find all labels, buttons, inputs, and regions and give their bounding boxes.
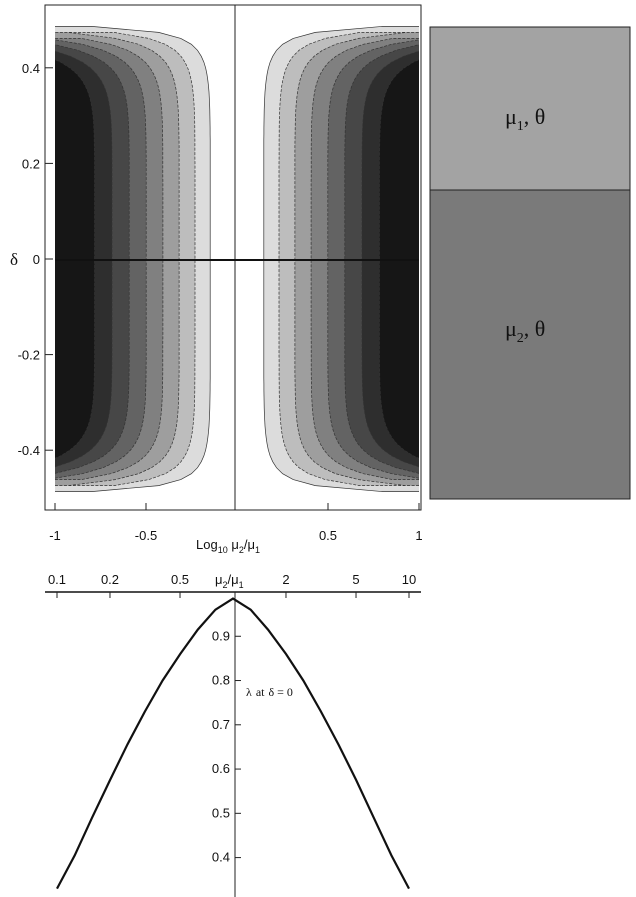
contour-plot: -0.4 -0.2 0 0.2 0.4 -1 -0.5 0.5 1 δ Log10 μ2/μ1 <box>10 4 423 555</box>
line-x-tick-label: 0.2 <box>101 572 119 587</box>
line-plot-y-axis: 0.4 0.5 0.6 0.7 0.8 0.9 <box>212 628 241 865</box>
line-plot: 0.1 0.2 0.5 2 5 10 0.4 0.5 0.6 0.7 0.8 0.9 μ2/μ1 λ… <box>45 572 421 897</box>
line-y-tick-label: 0.8 <box>212 673 230 688</box>
contour-x-tick-label: -1 <box>49 528 61 543</box>
contour-y-tick-label: -0.2 <box>18 348 40 363</box>
series-lambda-curve <box>56 597 410 890</box>
line-y-tick-label: 0.4 <box>212 850 230 865</box>
contour-y-tick-label: 0.4 <box>22 61 40 76</box>
line-y-tick-label: 0.7 <box>212 717 230 732</box>
line-x-tick-label: 5 <box>352 572 359 587</box>
contour-y-tick-label: -0.4 <box>18 443 40 458</box>
contour-x-tick-label: 0.5 <box>319 528 337 543</box>
contour-y-tick-label: 0.2 <box>22 156 40 171</box>
contour-y-axis: -0.4 -0.2 0 0.2 0.4 <box>18 61 53 458</box>
line-plot-x-axis-label: μ2/μ1 <box>215 572 244 590</box>
line-x-tick-label: 10 <box>402 572 416 587</box>
layer-bottom-mu2 <box>429 189 631 500</box>
contour-x-axis: -1 -0.5 0.5 1 <box>49 503 423 543</box>
line-x-tick-label: 2 <box>282 572 289 587</box>
layer-bottom-label: μ2, θ <box>505 316 545 346</box>
line-y-tick-label: 0.6 <box>212 761 230 776</box>
line-x-tick-label: 0.1 <box>48 572 66 587</box>
contour-y-tick-label: 0 <box>33 252 40 267</box>
line-y-tick-label: 0.5 <box>212 805 230 820</box>
contour-x-tick-label: -0.5 <box>135 528 157 543</box>
layer-diagram: μ1, θ μ2, θ <box>429 26 631 500</box>
line-y-tick-label: 0.9 <box>212 628 230 643</box>
contour-y-axis-label: δ <box>10 250 18 269</box>
lambda-annotation: λ at δ = 0 <box>246 685 293 699</box>
layer-top-label: μ1, θ <box>505 104 545 134</box>
contour-x-tick-label: 1 <box>415 528 422 543</box>
layer-top-mu1 <box>429 26 631 191</box>
line-plot-x-axis: 0.1 0.2 0.5 2 5 10 <box>48 572 416 598</box>
contour-x-axis-label: Log10 μ2/μ1 <box>196 537 260 555</box>
line-x-tick-label: 0.5 <box>171 572 189 587</box>
